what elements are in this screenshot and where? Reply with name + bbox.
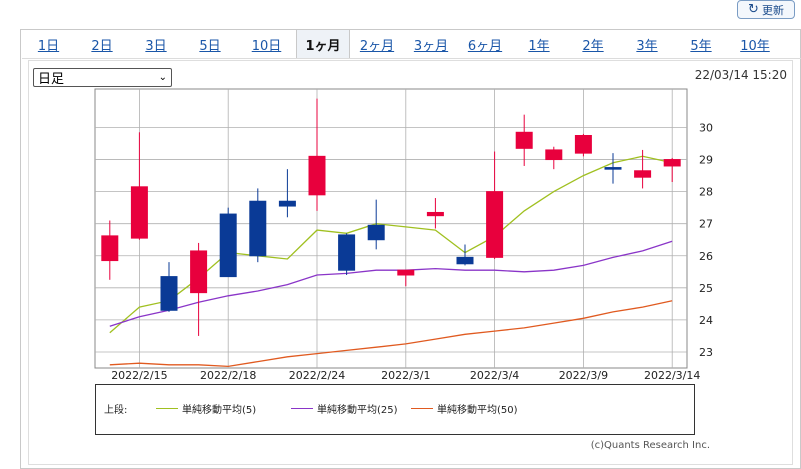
candle-body [663,159,681,167]
candle-body [634,170,652,178]
tab-11[interactable]: 3年 [636,38,658,54]
period-select[interactable]: 日足 ⌄ [33,68,172,87]
chevron-down-icon: ⌄ [158,72,167,83]
tab-2[interactable]: 3日 [145,38,167,54]
x-tick-label: 2022/3/14 [644,369,700,382]
y-tick-label: 23 [699,346,713,359]
refresh-label: 更新 [761,3,784,17]
tab-6[interactable]: 2ヶ月 [359,38,395,54]
tab-3[interactable]: 5日 [199,38,221,54]
candle-body [604,167,622,170]
legend-label-ma25: 単純移動平均(25) [317,405,398,416]
candle-body [486,191,504,258]
x-tick-label: 2022/3/1 [381,369,430,382]
credit: (c)Quants Research Inc. [590,440,710,451]
tab-5[interactable]: 1ヶ月 [296,30,350,58]
y-tick-label: 24 [699,314,713,327]
y-tick-label: 29 [699,154,713,167]
x-tick-label: 2022/2/18 [200,369,256,382]
candle-body [249,200,267,257]
timestamp: 22/03/14 15:20 [694,68,787,82]
candle-body [426,211,444,217]
y-tick-label: 28 [699,186,713,199]
tab-4[interactable]: 10日 [251,38,282,54]
legend-label-ma5: 単純移動平均(5) [182,405,257,416]
tab-12[interactable]: 5年 [690,38,712,54]
legend-prefix: 上段: [104,405,128,416]
y-tick-label: 26 [699,250,713,263]
legend-line-ma25 [291,408,313,409]
candle-body [397,269,415,276]
period-select-value: 日足 [38,72,65,87]
tab-8[interactable]: 6ヶ月 [467,38,503,54]
x-tick-label: 2022/3/9 [559,369,608,382]
legend-item-ma25: 単純移動平均(25) [291,401,398,416]
x-tick-label: 2022/2/15 [111,369,167,382]
candle-body [367,224,385,241]
x-tick-label: 2022/2/24 [289,369,345,382]
candle-body [160,276,178,311]
legend-line-ma5 [156,408,178,409]
ma-line-1 [109,240,673,327]
tab-13[interactable]: 10年 [740,38,770,54]
candle-body [338,234,356,271]
legend-item-ma50: 単純移動平均(50) [411,401,518,416]
candle-body [456,256,474,265]
candle-body [574,135,592,154]
candle-body [308,155,326,196]
plot-frame [94,88,688,369]
y-tick-label: 27 [699,218,713,231]
legend: 上段: 単純移動平均(5) 単純移動平均(25) 単純移動平均(50) [95,384,695,435]
candle-body [130,186,148,239]
candle-body [219,213,237,278]
tab-9[interactable]: 1年 [528,38,550,54]
legend-item-ma5: 単純移動平均(5) [156,401,256,416]
tab-0[interactable]: 1日 [37,38,60,54]
candle-body [101,235,119,262]
candle-body [515,131,533,149]
legend-line-ma50 [411,408,433,409]
refresh-button[interactable]: ↻ 更新 [737,0,795,19]
ma-line-2 [109,300,673,368]
tab-10[interactable]: 2年 [582,38,604,54]
refresh-icon: ↻ [748,2,759,17]
candle-body [545,149,563,161]
candle-body [190,250,208,294]
candle-body [278,200,296,207]
y-tick-label: 30 [699,121,713,134]
legend-label-ma50: 単純移動平均(50) [437,405,518,416]
tab-1[interactable]: 2日 [91,38,113,54]
tab-7[interactable]: 3ヶ月 [413,38,449,54]
x-tick-label: 2022/3/4 [470,369,519,382]
y-tick-label: 25 [699,282,713,295]
period-tabs: 1日 2日 3日 5日 10日 1ヶ月 2ヶ月 3ヶ月 6ヶ月 1年 2年 3年 5年 10年 [22,30,801,59]
